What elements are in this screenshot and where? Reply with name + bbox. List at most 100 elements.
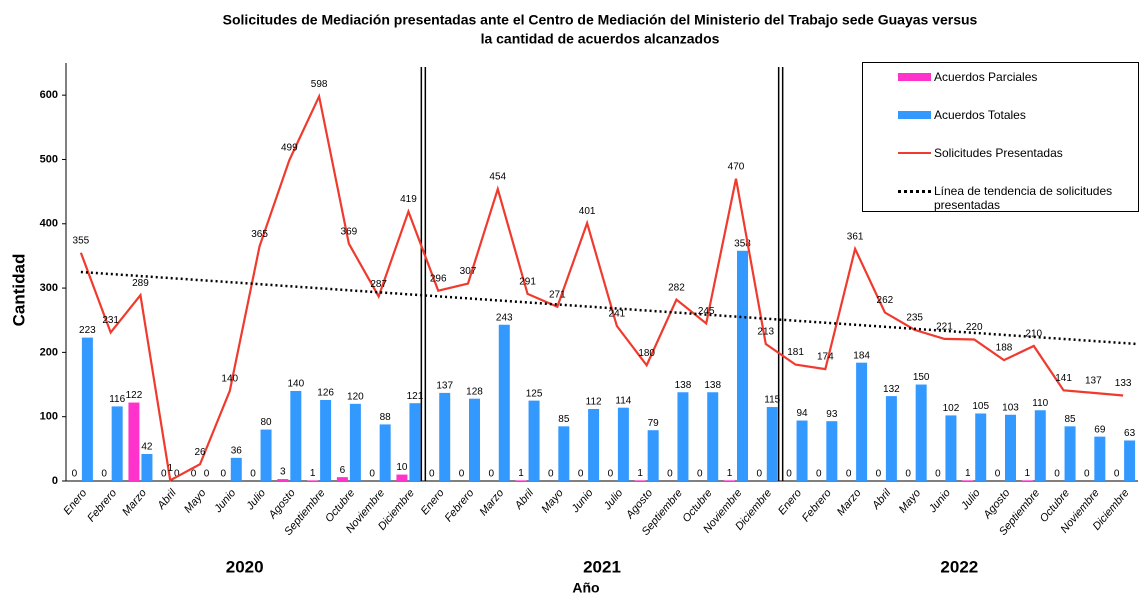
value-label: 141 <box>1055 373 1072 384</box>
x-tick-label: Abril <box>869 487 893 513</box>
legend-swatch <box>898 111 931 119</box>
x-tick-label: Junio <box>212 487 239 516</box>
value-label: 6 <box>340 465 346 476</box>
bar <box>111 406 123 481</box>
value-label: 355 <box>73 235 90 246</box>
bar <box>307 480 319 481</box>
value-label: 140 <box>221 374 238 385</box>
x-tick-label: Abril <box>512 487 536 513</box>
x-tick-label: Mayo <box>539 487 565 515</box>
value-label: 103 <box>1002 402 1019 413</box>
bar <box>766 407 778 481</box>
y-tick-label: 0 <box>52 475 58 487</box>
value-label: 0 <box>204 469 210 480</box>
value-label: 80 <box>260 417 272 428</box>
value-label: 181 <box>787 347 804 358</box>
bar <box>230 457 242 481</box>
bar <box>826 421 838 481</box>
value-label: 296 <box>430 273 447 284</box>
bar <box>290 390 302 481</box>
value-label: 0 <box>1054 469 1060 480</box>
value-label: 0 <box>191 469 197 480</box>
bar <box>396 474 408 481</box>
x-tick-label: Marzo <box>835 487 864 518</box>
bar <box>260 429 272 481</box>
value-label: 220 <box>966 322 983 333</box>
value-label: 110 <box>1032 398 1048 409</box>
value-label: 188 <box>996 343 1013 354</box>
x-tick-label: Febrero <box>800 487 834 524</box>
value-label: 0 <box>905 469 911 480</box>
bar <box>1034 410 1046 481</box>
value-label: 79 <box>648 418 660 429</box>
bar <box>617 407 629 481</box>
bar <box>558 426 570 481</box>
value-label: 0 <box>72 469 78 480</box>
bar <box>796 420 808 481</box>
legend-label: Acuerdos Totales <box>934 108 1026 122</box>
y-tick-label: 100 <box>40 411 58 423</box>
legend-label: Acuerdos Parciales <box>934 70 1038 84</box>
value-label: 184 <box>853 350 870 361</box>
bar <box>336 477 348 481</box>
value-label: 0 <box>578 469 584 480</box>
year-label: 2022 <box>940 557 978 576</box>
legend-swatch <box>898 152 931 154</box>
bar <box>634 480 646 481</box>
value-label: 369 <box>341 226 358 237</box>
value-label: 85 <box>1064 414 1076 425</box>
value-label: 1 <box>310 468 316 479</box>
y-axis-label: Cantidad <box>9 254 28 327</box>
bar <box>724 480 735 481</box>
value-label: 361 <box>847 231 864 242</box>
value-label: 0 <box>608 469 614 480</box>
value-label: 0 <box>548 469 554 480</box>
value-label: 598 <box>311 79 328 90</box>
x-tick-label: Junio <box>569 487 596 516</box>
legend-label: Solicitudes Presentadas <box>934 146 1063 160</box>
value-label: 63 <box>1124 428 1136 439</box>
value-label: 93 <box>826 409 838 420</box>
value-label: 42 <box>141 442 153 453</box>
value-label: 271 <box>549 289 566 300</box>
x-tick-label: Mayo <box>182 487 208 515</box>
value-label: 137 <box>1085 376 1102 387</box>
value-label: 133 <box>1115 378 1132 389</box>
bar <box>915 384 927 481</box>
value-label: 116 <box>109 394 125 405</box>
value-label: 0 <box>174 469 180 480</box>
value-label: 0 <box>816 469 822 480</box>
bar <box>1064 426 1076 481</box>
bar <box>1124 440 1136 481</box>
bar <box>1021 480 1033 481</box>
value-label: 0 <box>161 469 167 480</box>
bar <box>469 398 480 481</box>
y-tick-label: 300 <box>40 282 58 294</box>
value-label: 0 <box>667 469 673 480</box>
bar <box>1094 436 1106 481</box>
value-label: 454 <box>489 172 506 183</box>
bar <box>498 324 510 481</box>
y-tick-label: 600 <box>40 89 58 101</box>
value-label: 180 <box>638 348 655 359</box>
trend-line <box>80 270 1139 346</box>
x-tick-label: Enero <box>776 487 804 517</box>
value-label: 88 <box>380 412 392 423</box>
value-label: 0 <box>846 469 852 480</box>
x-tick-label: Enero <box>61 487 89 517</box>
value-label: 1 <box>167 463 173 474</box>
value-label: 85 <box>558 414 570 425</box>
value-label: 0 <box>756 469 762 480</box>
y-tick-label: 400 <box>40 218 58 230</box>
value-label: 0 <box>1114 469 1120 480</box>
chart-title: Solicitudes de Mediación presentadas ant… <box>223 12 978 28</box>
value-label: 0 <box>369 469 375 480</box>
x-tick-label: Junio <box>926 487 953 516</box>
value-label: 137 <box>436 381 453 392</box>
value-label: 1 <box>727 468 733 479</box>
x-tick-label: Febrero <box>443 487 477 524</box>
value-label: 221 <box>936 322 953 333</box>
value-label: 138 <box>675 380 692 391</box>
value-label: 365 <box>251 229 268 240</box>
value-label: 289 <box>132 278 149 289</box>
